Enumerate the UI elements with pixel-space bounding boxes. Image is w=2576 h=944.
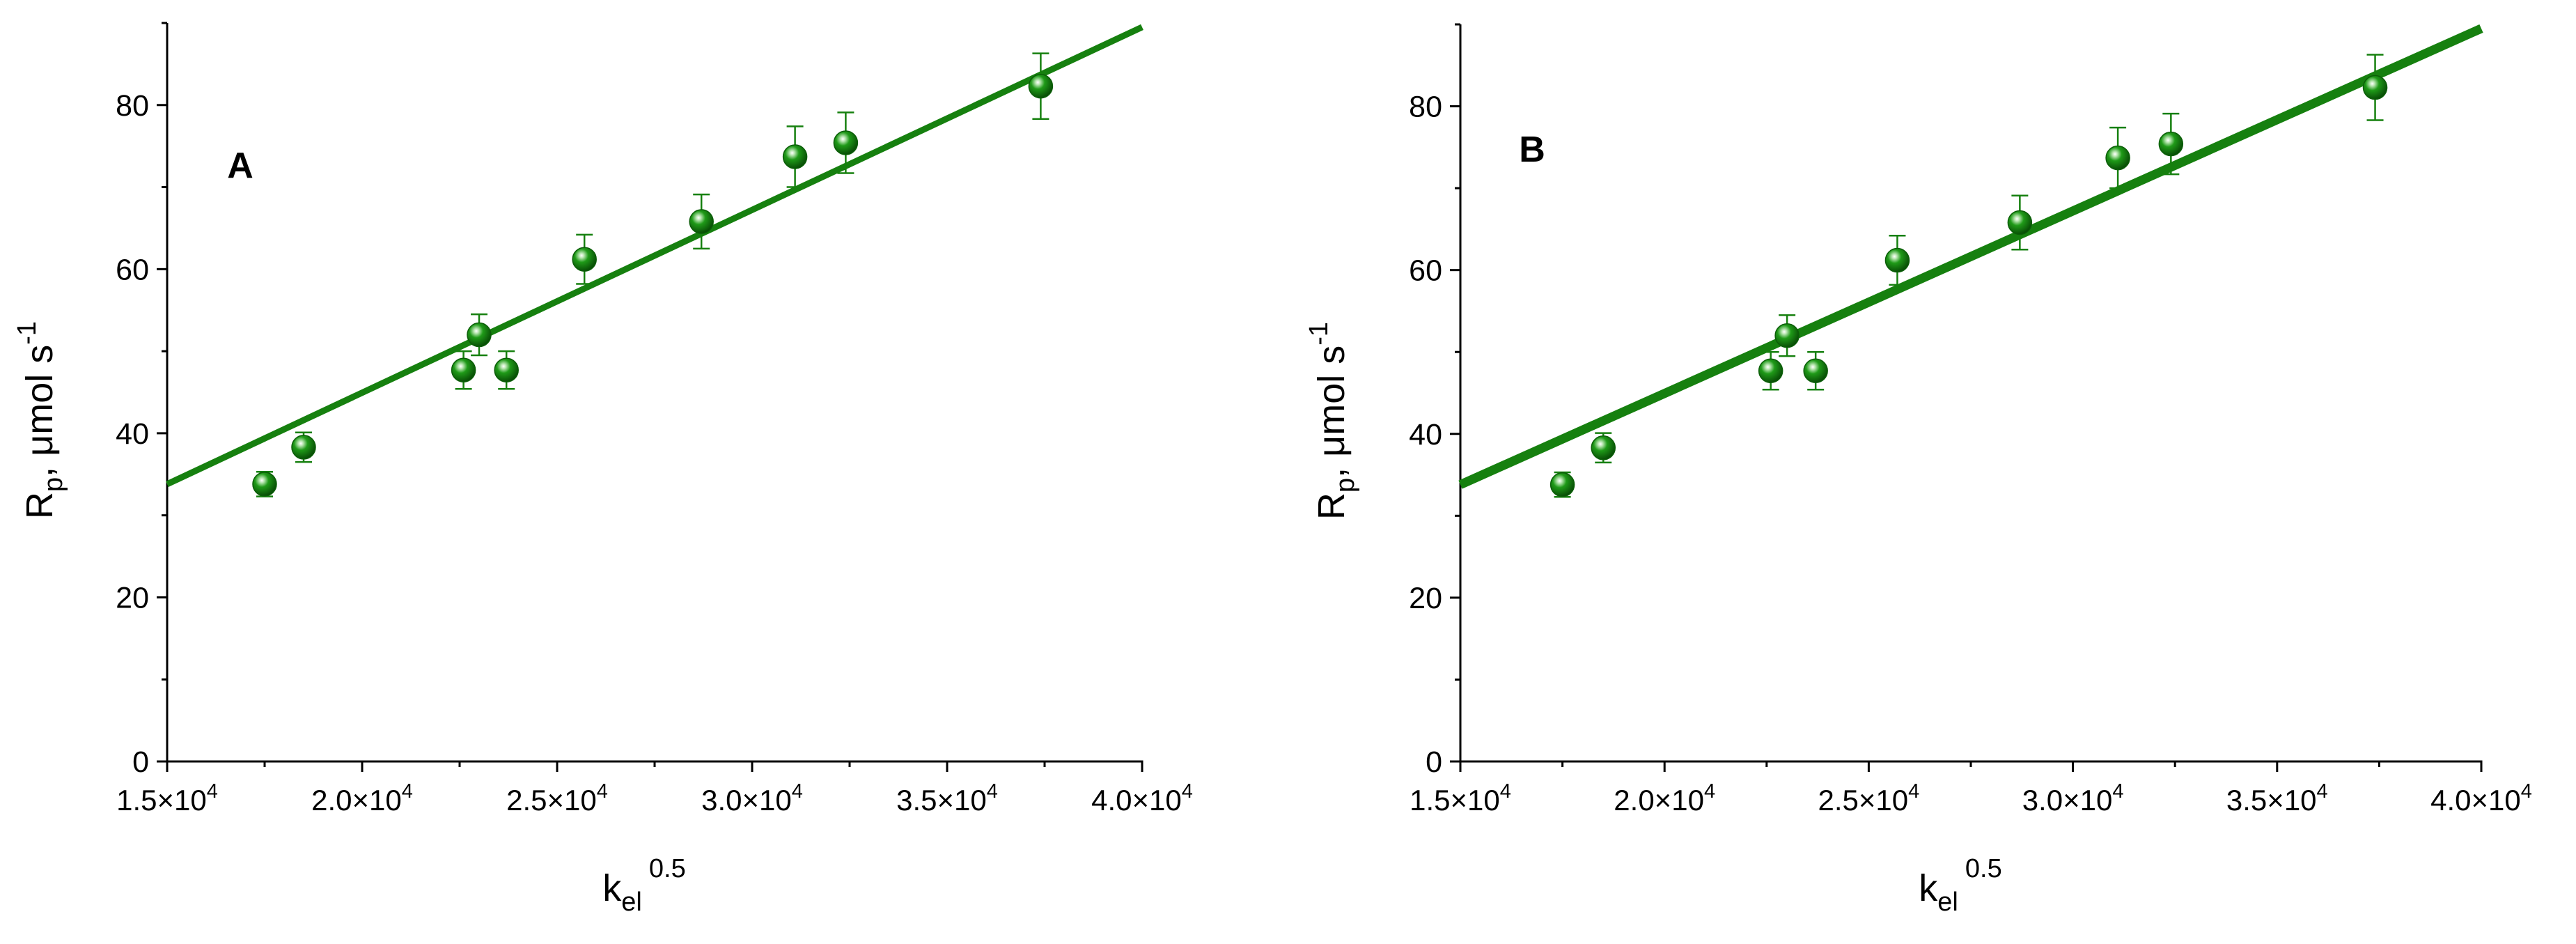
data-point: [1758, 358, 1783, 384]
data-point: [2105, 145, 2130, 171]
y-tick-label: 40: [1409, 418, 1442, 451]
fit-line: [1458, 24, 2483, 489]
x-tick-mantissa: 4.0×10: [2430, 784, 2521, 817]
data-point: [782, 144, 808, 169]
y-tick-label: 20: [116, 581, 149, 614]
x-tick-exponent: 4: [2521, 780, 2532, 803]
y-label-unit: , μmol s: [1311, 346, 1352, 478]
x-tick-label: 3.5×104: [896, 780, 998, 817]
y-label-base: R: [1311, 493, 1352, 520]
x-tick-label: 1.5×104: [1410, 780, 1511, 817]
y-axis-label: Rp, μmol s-1: [13, 321, 68, 519]
x-tick-mantissa: 3.5×10: [2226, 784, 2317, 817]
y-tick-label: 80: [116, 89, 149, 123]
x-tick-exponent: 4: [402, 780, 413, 803]
data-point: [2158, 131, 2184, 157]
x-tick-mantissa: 4.0×10: [1091, 784, 1182, 817]
data-point: [1591, 435, 1616, 461]
y-tick-label: 60: [116, 253, 149, 286]
x-label-subscript: el: [1937, 888, 1958, 917]
data-point: [689, 209, 714, 234]
x-tick-label: 4.0×104: [2430, 780, 2532, 817]
data-point: [451, 357, 476, 382]
x-tick-mantissa: 1.5×10: [1410, 784, 1500, 817]
x-tick-label: 1.5×104: [116, 780, 218, 817]
x-tick-label: 4.0×104: [1091, 780, 1193, 817]
x-label-superscript: 0.5: [1965, 854, 2002, 883]
y-tick-label: 80: [1409, 91, 1442, 124]
x-axis-label: kel0.5: [1919, 854, 2001, 917]
data-point: [467, 322, 492, 348]
x-tick-mantissa: 2.0×10: [1614, 784, 1704, 817]
data-point: [2007, 210, 2033, 235]
y-tick-label: 20: [1409, 582, 1442, 615]
data-point: [2362, 75, 2388, 100]
data-point: [833, 130, 859, 155]
x-label-superscript: 0.5: [649, 854, 686, 883]
y-tick-label: 40: [116, 417, 149, 451]
x-tick-label: 2.5×104: [506, 780, 608, 817]
x-tick-mantissa: 1.5×10: [116, 784, 207, 817]
x-tick-mantissa: 2.5×10: [506, 784, 597, 817]
x-tick-label: 3.0×104: [2022, 780, 2124, 817]
data-point: [1884, 247, 1910, 273]
x-tick-label: 3.0×104: [701, 780, 803, 817]
y-tick-label: 0: [132, 745, 149, 779]
x-label-base: k: [1919, 867, 1938, 909]
y-label-subscript: p: [1331, 478, 1360, 493]
y-tick-label: 0: [1426, 745, 1442, 779]
x-tick-label: 3.5×104: [2226, 780, 2328, 817]
x-axis-label: kel0.5: [602, 854, 685, 917]
x-tick-exponent: 4: [792, 780, 803, 803]
x-tick-exponent: 4: [2112, 780, 2123, 803]
y-label-superscript: -1: [1304, 322, 1334, 346]
panel-label: B: [1519, 130, 1545, 170]
x-tick-exponent: 4: [2317, 780, 2328, 803]
data-point: [494, 357, 519, 382]
data-point: [252, 472, 277, 497]
x-tick-exponent: 4: [1182, 780, 1193, 803]
x-label-base: k: [602, 867, 622, 909]
x-tick-mantissa: 3.5×10: [896, 784, 987, 817]
x-tick-label: 2.0×104: [1614, 780, 1715, 817]
y-label-superscript: -1: [13, 321, 42, 345]
x-tick-mantissa: 3.0×10: [2022, 784, 2113, 817]
x-tick-mantissa: 3.0×10: [701, 784, 792, 817]
y-tick-label: 60: [1409, 254, 1442, 288]
fit-line: [166, 24, 1143, 487]
data-point: [1028, 73, 1054, 99]
x-tick-mantissa: 2.0×10: [311, 784, 402, 817]
data-point: [291, 435, 316, 460]
data-point: [1549, 472, 1575, 497]
y-label-subscript: p: [39, 477, 68, 492]
y-axis-label: Rp, μmol s-1: [1304, 322, 1360, 520]
x-tick-exponent: 4: [1500, 780, 1511, 803]
x-label-subscript: el: [621, 888, 642, 917]
x-tick-exponent: 4: [1908, 780, 1919, 803]
x-tick-exponent: 4: [1704, 780, 1715, 803]
x-tick-mantissa: 2.5×10: [1818, 784, 1909, 817]
panel-label: A: [227, 146, 253, 186]
x-tick-exponent: 4: [597, 780, 608, 803]
x-tick-label: 2.0×104: [311, 780, 413, 817]
data-point: [1803, 358, 1828, 384]
y-label-unit: , μmol s: [19, 345, 61, 477]
x-tick-exponent: 4: [207, 780, 218, 803]
data-point: [1774, 323, 1800, 348]
x-tick-label: 2.5×104: [1818, 780, 1920, 817]
x-tick-exponent: 4: [987, 780, 998, 803]
data-point: [572, 247, 597, 272]
y-label-base: R: [19, 492, 61, 519]
